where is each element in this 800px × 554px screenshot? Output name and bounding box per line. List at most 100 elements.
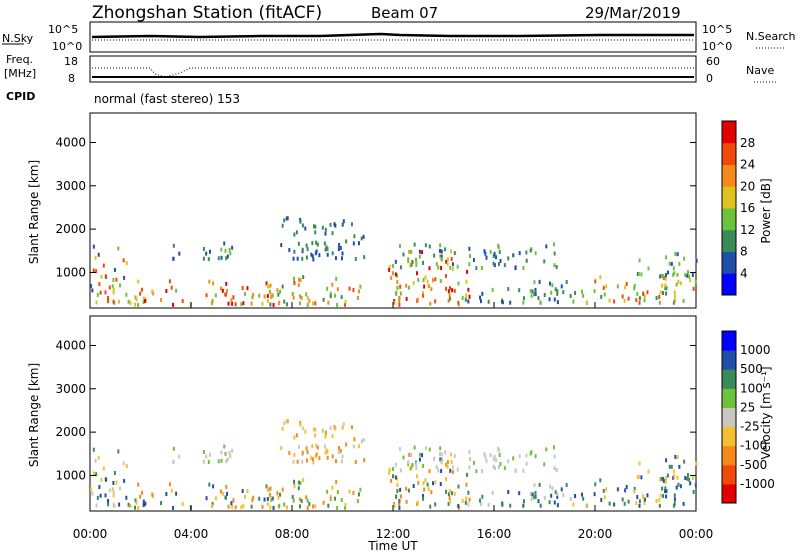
velocity-cell [678,464,681,469]
velocity-cell [288,451,291,456]
velocity-cell [538,482,541,487]
velocity-cell [391,474,394,479]
velocity-cell [226,457,229,462]
velocity-cell [533,495,536,500]
power-cell [518,251,521,256]
power-cell [492,261,495,266]
velocity-cell [232,498,235,503]
cpid-text: normal (fast stereo) 153 [94,92,240,106]
velocity-cell [270,497,273,502]
velocity-cell [399,494,402,499]
power-cell [485,255,488,260]
velocity-cell [293,452,296,457]
power-cell [178,251,181,256]
velocity-cell [399,487,402,492]
velocity-cell [492,456,495,461]
velocity-cell [405,486,408,491]
power-cell [660,273,663,278]
velocity-cell [268,492,271,497]
velocity-cell [340,459,343,464]
power-cell [359,284,362,289]
power-cell [234,302,237,307]
power-cell [98,282,101,287]
power-cell [217,256,220,261]
freq-tick-bottom: 8 [68,72,75,85]
velocity-cell [225,484,228,489]
power-cell [461,295,464,300]
velocity-cell [314,433,317,438]
power-cell [522,300,525,305]
velocity-cell [281,487,284,492]
velocity-cell [658,503,661,508]
power-cell [281,284,284,289]
velocity-cell [301,426,304,431]
power-cell [306,247,309,252]
power-cell [108,285,111,290]
velocity-cell [172,446,175,451]
power-cell [304,226,307,231]
power-cell [118,299,121,304]
power-cell [565,280,568,285]
power-cell [479,295,482,300]
velocity-cell [92,471,95,476]
power-cell [446,261,449,266]
velocity-cell [231,448,234,453]
velocity-cell [605,487,608,492]
power-cell [683,256,686,261]
power-cell [673,290,676,295]
y-tick-label: 2000 [55,222,86,236]
velocity-cell [283,421,286,426]
velocity-cell [178,454,181,459]
velocity-cell [493,466,496,471]
velocity-cell [95,503,98,508]
velocity-cell [599,478,602,483]
power-cell [168,279,171,284]
power-cell [522,296,525,301]
velocity-cell [665,458,668,463]
power-cell [416,297,419,302]
velocity-cell [407,488,410,493]
velocity-cell [270,495,273,500]
velocity-cell [293,435,296,440]
colorbar-swatch [722,273,736,296]
power-cell [437,265,440,270]
velocity-cell [97,455,100,460]
power-cell [466,269,469,274]
velocity-cell [565,483,568,488]
velocity-cell [344,505,347,510]
velocity-cell [336,505,339,510]
velocity-cell [466,472,469,477]
y-tick-label: 2000 [55,425,86,439]
velocity-cell [117,449,120,454]
velocity-cell [100,477,103,482]
power-cell [421,250,424,255]
power-cell [102,263,105,268]
velocity-cell [285,419,288,424]
velocity-cell [137,505,140,510]
velocity-cell [446,460,449,465]
nsearch-tick-top: 10^5 [702,23,732,36]
nave-label: Nave [746,64,774,77]
power-cell [499,258,502,263]
velocity-cell [227,504,230,509]
velocity-cell [427,487,430,492]
power-cell [552,242,555,247]
power-cell [543,293,546,298]
velocity-cell [224,451,227,456]
velocity-cell [426,482,429,487]
power-cell [439,248,442,253]
power-cell [115,277,118,282]
power-cell [440,254,443,259]
power-cell [439,279,442,284]
velocity-cell [423,487,426,492]
station-title: Zhongshan Station (fitACF) [92,3,322,23]
velocity-cell [457,484,460,489]
nsky-trace [91,32,694,39]
power-cell [293,280,296,285]
power-cell [446,257,449,262]
power-cell [677,279,680,284]
power-cell [230,298,233,303]
velocity-cell [689,481,692,486]
velocity-cell [340,498,343,503]
power-cell [334,256,337,261]
